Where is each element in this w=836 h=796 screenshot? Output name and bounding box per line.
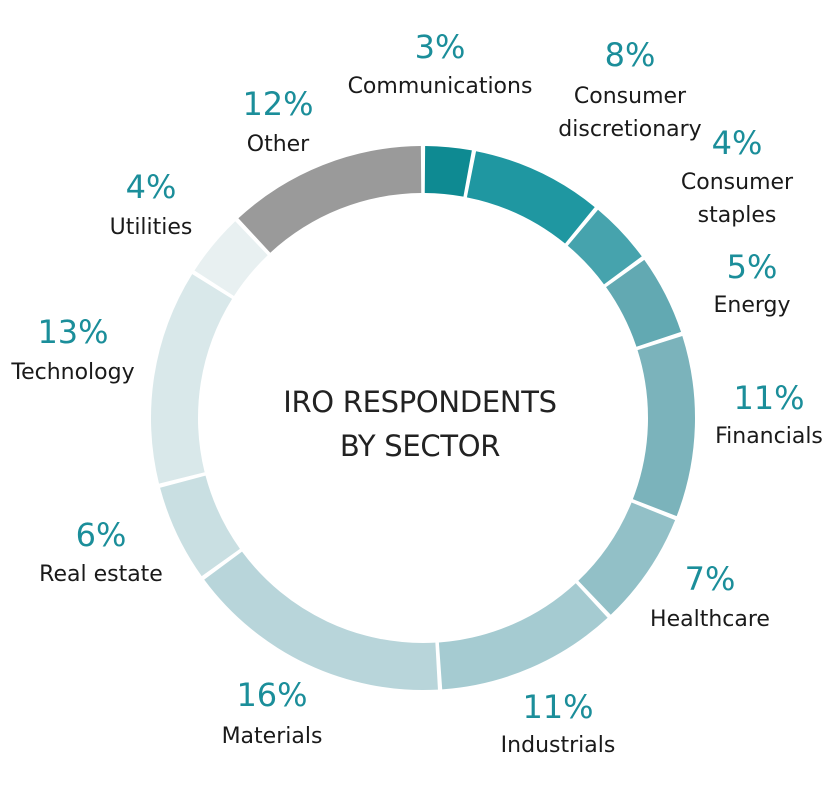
slice-value-label: 4% [712,124,763,162]
slice-category-label: Technology [10,360,134,385]
slice-value-label: 3% [415,28,466,66]
slice-value-label: 13% [37,313,108,351]
slice-value-label: 8% [605,36,656,74]
slice-category-label: Healthcare [650,607,770,632]
slice-value-label: 6% [76,516,127,554]
slice-consumer-staples [567,209,642,285]
slice-industrials [438,583,608,690]
chart-title-line-2: BY SECTOR [340,429,500,463]
slice-healthcare [578,502,676,615]
slice-category-label: Energy [713,293,790,318]
slice-financials [632,335,695,517]
slice-category-label: Industrials [501,733,616,758]
slice-materials [204,551,438,690]
slice-category-label: Utilities [110,215,193,240]
slice-energy [606,259,682,347]
slice-category-label: Other [247,132,310,157]
chart-title-line-1: IRO RESPONDENTS [283,385,557,419]
slice-category-label: discretionary [558,117,701,142]
slice-communications [424,146,472,197]
slice-other [238,146,422,253]
slice-category-label: Real estate [39,562,163,587]
slice-category-label: staples [698,203,777,228]
slice-labels: 3% Communications 8% Consumer discretionary 4… [10,28,823,758]
slice-value-label: 11% [522,688,593,726]
slice-value-label: 7% [685,560,736,598]
slice-utilities [194,221,268,296]
slice-value-label: 16% [236,676,307,714]
slice-technology [151,274,233,484]
slice-category-label: Consumer [681,170,794,195]
donut-slices [151,146,695,690]
slice-consumer-discretionary [466,151,595,244]
slice-real-estate [160,475,240,577]
slice-value-label: 4% [126,168,177,206]
slice-value-label: 5% [727,248,778,286]
slice-category-label: Communications [348,74,533,99]
slice-category-label: Financials [715,424,823,449]
slice-value-label: 12% [242,85,313,123]
slice-value-label: 11% [733,379,804,417]
slice-category-label: Consumer [574,84,687,109]
slice-category-label: Materials [222,724,323,749]
